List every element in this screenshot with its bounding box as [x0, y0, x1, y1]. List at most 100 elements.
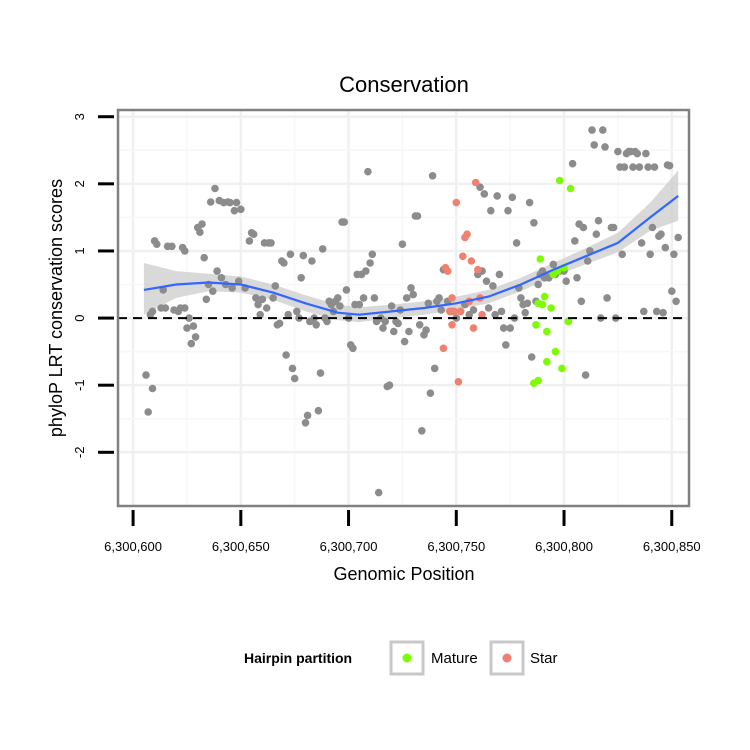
point-other [362, 267, 370, 275]
point-other [482, 277, 491, 286]
point-other [633, 149, 642, 158]
point-other [672, 297, 680, 306]
point-other [314, 406, 323, 415]
point-other [629, 163, 637, 171]
point-other [506, 324, 514, 332]
y-tick-label: 1 [72, 247, 87, 254]
point-other [226, 198, 234, 207]
x-tick-label: 6,300,650 [212, 539, 270, 554]
point-other [213, 267, 221, 275]
point-other [293, 307, 301, 316]
point-star [459, 252, 467, 261]
legend-entry-star: Star [489, 640, 558, 676]
y-tick-label: -2 [72, 447, 87, 459]
point-other [148, 384, 157, 393]
point-other [282, 351, 290, 359]
point-mature [536, 255, 545, 263]
point-other [185, 314, 193, 322]
point-other [237, 205, 245, 214]
point-mature [543, 327, 551, 336]
point-other [594, 216, 603, 225]
point-other [318, 245, 327, 253]
y-tick-label: -1 [72, 379, 87, 391]
point-star [454, 378, 463, 386]
point-other [262, 304, 271, 312]
legend-label-star: Star [530, 650, 558, 667]
point-other [523, 299, 532, 308]
panel-border [116, 108, 691, 508]
point-other [245, 237, 254, 245]
point-star [448, 294, 456, 302]
point-mature [543, 357, 551, 366]
point-other [286, 250, 295, 259]
point-other [437, 306, 446, 314]
point-other [299, 251, 308, 260]
point-other [275, 319, 284, 328]
point-other [573, 274, 581, 282]
point-other [308, 257, 316, 265]
chart-title: Conservation [339, 72, 469, 97]
point-other [230, 206, 239, 215]
point-other [342, 286, 351, 294]
point-other [206, 198, 215, 206]
point-other [144, 408, 152, 416]
point-other [316, 369, 325, 377]
point-other [297, 274, 306, 282]
point-other [648, 223, 657, 232]
point-other [668, 287, 676, 296]
point-other [493, 192, 502, 200]
point-other [637, 239, 646, 247]
point-other [491, 310, 499, 319]
point-other [183, 324, 191, 332]
point-other [370, 294, 379, 302]
x-tick-label: 6,300,600 [104, 539, 162, 554]
point-other [254, 300, 262, 309]
y-axis: -2 -1 0 1 2 3 [72, 113, 114, 458]
point-other [413, 212, 422, 220]
point-mature [555, 176, 564, 185]
point-other [603, 294, 611, 302]
point-other [426, 389, 435, 398]
point-other [435, 294, 443, 302]
point-other [428, 172, 437, 180]
point-other [402, 294, 411, 302]
legend-entry-mature: Mature [389, 640, 478, 676]
point-other [581, 371, 590, 379]
point-other [366, 259, 374, 267]
point-other [153, 240, 161, 248]
point-other [430, 364, 439, 373]
point-other [571, 237, 579, 245]
point-other [336, 302, 344, 310]
point-other [228, 284, 236, 292]
point-mature [558, 364, 566, 373]
point-other [659, 308, 667, 317]
point-other [267, 239, 275, 247]
point-other [252, 294, 260, 302]
point-other [269, 294, 277, 302]
point-star [443, 267, 452, 275]
point-other [609, 223, 618, 232]
point-mature [551, 347, 560, 356]
y-axis-title: phyloP LRT conservation scores [46, 179, 66, 437]
point-other [334, 294, 342, 302]
legend: Hairpin partition Mature Star [244, 640, 558, 676]
point-other [385, 381, 394, 390]
point-other [249, 230, 258, 238]
point-other [355, 300, 364, 309]
point-other [359, 294, 368, 302]
point-other [512, 239, 521, 247]
point-other [588, 126, 596, 134]
point-other [508, 193, 517, 202]
point-other [400, 337, 409, 346]
point-star [439, 344, 448, 353]
point-other [640, 307, 648, 316]
point-star [452, 198, 461, 207]
point-other [161, 304, 170, 312]
point-other [620, 163, 629, 171]
point-other [527, 353, 536, 361]
point-other [487, 206, 495, 215]
point-other [499, 324, 508, 332]
x-axis: 6,300,600 6,300,650 6,300,700 6,300,750 6,30… [104, 510, 701, 554]
y-tick-label: 0 [72, 314, 87, 321]
point-other [521, 308, 529, 317]
